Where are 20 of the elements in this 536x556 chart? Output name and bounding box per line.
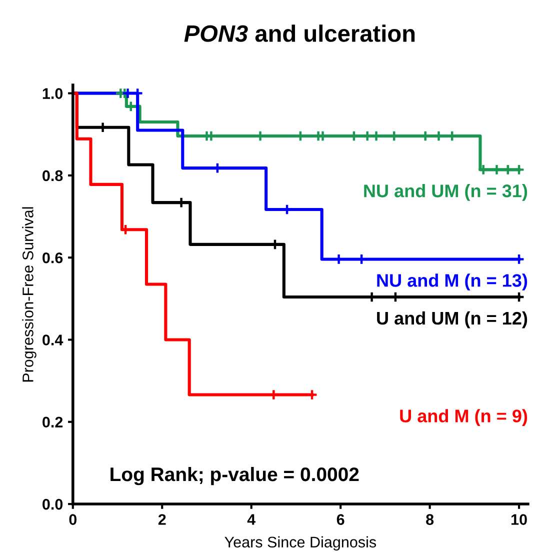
x-axis-title: Years Since Diagnosis bbox=[224, 536, 376, 551]
y-tick-label: 0.8 bbox=[42, 170, 63, 182]
x-tick-label: 8 bbox=[426, 514, 434, 525]
series-label: NU and M (n = 13) bbox=[377, 274, 528, 290]
series-label: U and UM (n = 12) bbox=[377, 311, 528, 328]
chart-title: PON3 and ulceration bbox=[184, 24, 415, 42]
y-tick-label: 0.2 bbox=[42, 416, 63, 428]
x-tick-label: 2 bbox=[158, 514, 166, 525]
x-tick-label: 10 bbox=[512, 514, 527, 525]
annotation: Log Rank; p-value = 0.0002 bbox=[110, 466, 359, 486]
x-tick-label: 4 bbox=[247, 514, 256, 525]
y-tick-label: 0.4 bbox=[42, 334, 64, 346]
x-tick-label: 0 bbox=[69, 514, 77, 525]
text: U and M (n = 9) bbox=[400, 409, 528, 426]
series-label: NU and UM (n = 31) bbox=[364, 184, 528, 201]
y-tick-label: 1.0 bbox=[42, 88, 63, 99]
y-tick-label: 0.0 bbox=[42, 498, 63, 510]
y-tick-label: 0.6 bbox=[42, 252, 63, 264]
y-axis-title: Progression-Free Survival bbox=[22, 207, 36, 382]
x-tick-label: 6 bbox=[336, 514, 344, 525]
